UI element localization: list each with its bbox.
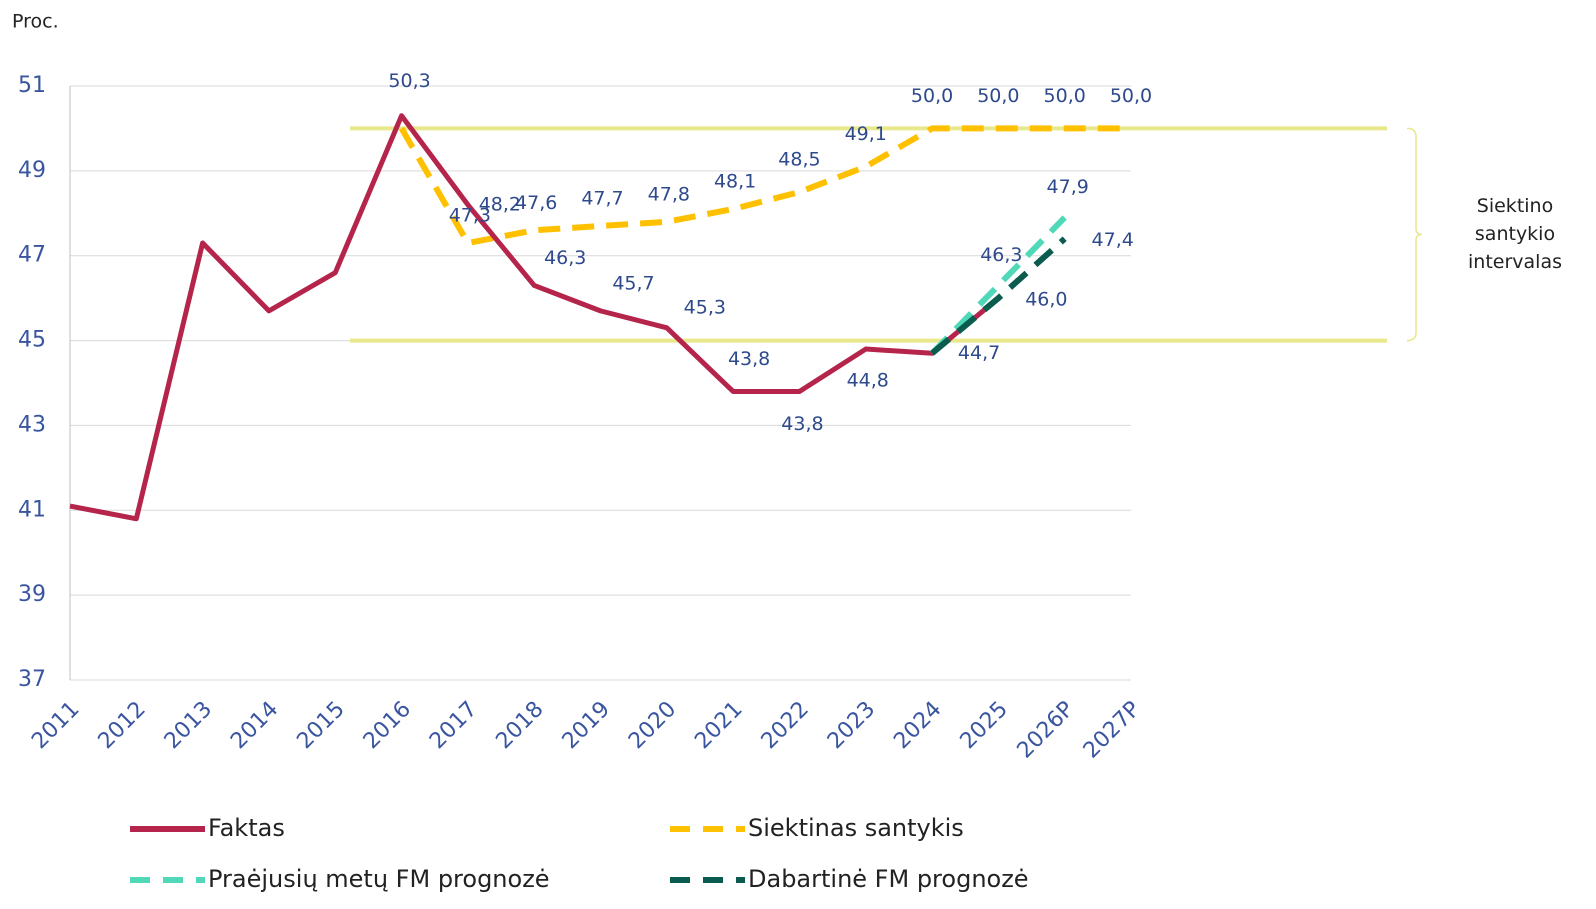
y-tick-label: 43	[18, 412, 46, 437]
x-tick-label: 2017	[425, 697, 482, 754]
x-tick-label: 2026P	[1013, 697, 1080, 764]
data-label: 46,3	[544, 247, 586, 269]
x-tick-label: 2020	[624, 697, 681, 754]
data-label: 48,2	[479, 193, 521, 215]
data-label: 50,0	[1044, 85, 1086, 107]
data-label: 47,4	[1092, 229, 1134, 251]
x-tick-label: 2014	[226, 697, 283, 754]
x-tick-label: 2015	[292, 697, 349, 754]
x-tick-label: 2021	[690, 697, 747, 754]
y-tick-label: 37	[18, 667, 46, 692]
data-label: 47,6	[515, 192, 557, 214]
legend-label: Praėjusių metų FM prognozė	[208, 865, 550, 893]
data-label: 50,3	[388, 70, 430, 92]
data-label: 45,7	[612, 272, 654, 294]
x-tick-label: 2025	[956, 697, 1013, 754]
x-tick-label: 2012	[94, 697, 151, 754]
x-tick-label: 2019	[558, 697, 615, 754]
band-label: santykio	[1475, 223, 1555, 245]
x-tick-label: 2022	[757, 697, 814, 754]
x-tick-label: 2027P	[1079, 697, 1146, 764]
y-axis-label: Proc.	[12, 11, 59, 33]
data-label: 49,1	[845, 123, 887, 145]
y-tick-label: 49	[18, 158, 46, 183]
data-label: 45,3	[684, 296, 726, 318]
y-tick-label: 47	[18, 243, 46, 268]
series-line	[69, 113, 1000, 522]
data-label: 50,0	[1110, 85, 1152, 107]
y-tick-label: 51	[18, 73, 46, 98]
band-bracket	[1406, 127, 1423, 342]
legend-label: Faktas	[208, 814, 285, 842]
band-label: intervalas	[1468, 251, 1562, 273]
data-label: 46,0	[1025, 289, 1067, 311]
data-label: 48,5	[778, 149, 820, 171]
data-label: 47,9	[1047, 176, 1089, 198]
x-tick-label: 2023	[823, 697, 880, 754]
legend-label: Dabartinė FM prognozė	[748, 865, 1029, 893]
x-tick-label: 2024	[889, 697, 946, 754]
data-label: 47,7	[581, 188, 623, 210]
data-label: 47,8	[648, 183, 690, 205]
y-tick-label: 39	[18, 582, 46, 607]
data-label: 50,0	[911, 85, 953, 107]
data-label: 50,0	[977, 85, 1019, 107]
series-line	[929, 215, 1067, 356]
data-label: 44,8	[847, 370, 889, 392]
data-label: 48,1	[714, 171, 756, 193]
data-label: 44,7	[958, 342, 1000, 364]
x-tick-label: 2013	[160, 697, 217, 754]
series-line	[930, 236, 1067, 356]
data-label: 47,3	[449, 204, 491, 226]
x-tick-label: 2016	[359, 697, 416, 754]
x-tick-label: 2011	[27, 697, 84, 754]
y-tick-label: 41	[18, 497, 46, 522]
band-label: Siektino	[1477, 195, 1553, 217]
series-line	[398, 125, 1131, 246]
data-label: 43,8	[728, 348, 770, 370]
data-label: 46,3	[980, 244, 1022, 266]
data-label: 43,8	[781, 413, 823, 435]
y-tick-label: 45	[18, 328, 46, 353]
x-tick-label: 2018	[491, 697, 548, 754]
legend-label: Siektinas santykis	[748, 814, 964, 842]
